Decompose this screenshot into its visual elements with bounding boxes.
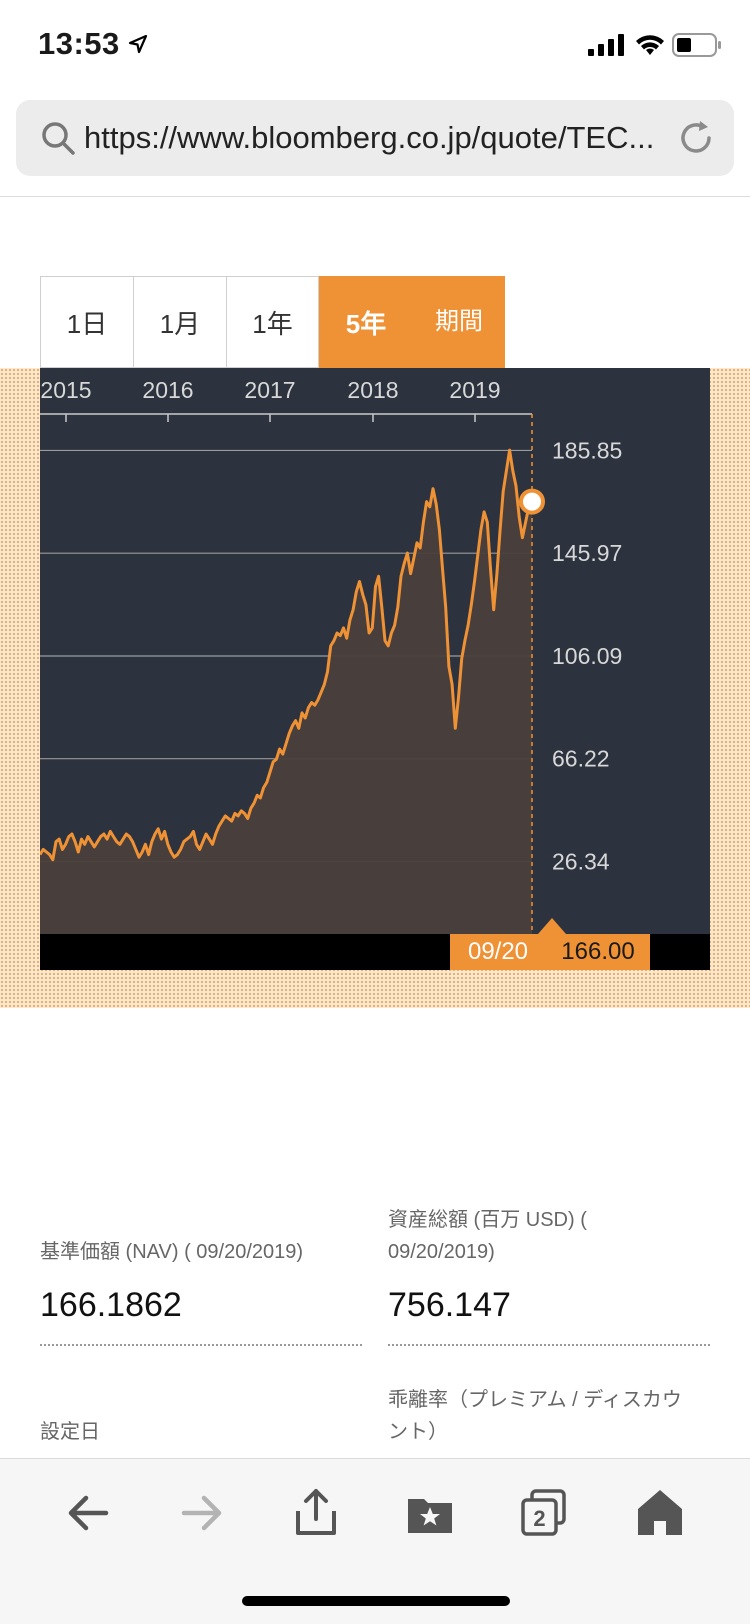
x-tick-label: 2015 <box>40 377 91 403</box>
address-bar[interactable]: https://www.bloomberg.co.jp/quote/TEC... <box>16 100 734 176</box>
assets-label-line2: 09/20/2019) <box>388 1241 495 1263</box>
x-tick-label: 2016 <box>142 377 193 403</box>
cursor-badge: 09/20 166.00 <box>450 934 650 970</box>
status-bar: 13:53 <box>0 0 750 92</box>
y-tick-label: 106.09 <box>552 643 622 669</box>
assets-rule <box>388 1344 710 1346</box>
tab-5-years[interactable]: 5年 <box>319 276 412 379</box>
home-icon[interactable] <box>634 1487 686 1539</box>
premium-label-line1: 乖離率（プレミアム / ディスカウ <box>388 1389 682 1411</box>
x-tick-label: 2018 <box>347 377 398 403</box>
inception-stat: 設定日 <box>40 1416 362 1448</box>
tab-count: 2 <box>533 1506 546 1531</box>
assets-value: 756.147 <box>388 1286 511 1324</box>
tab-1-month[interactable]: 1月 <box>133 276 226 368</box>
series-line <box>40 448 534 862</box>
assets-label-line1: 資産総額 (百万 USD) ( <box>388 1209 587 1231</box>
price-chart[interactable]: 2015 2016 2017 2018 2019 185.85 145.97 106.09 66… <box>40 368 710 968</box>
status-time: 13:53 <box>38 26 120 61</box>
wifi-icon <box>636 35 664 55</box>
battery-icon <box>672 33 721 57</box>
price-chart-svg: 2015 2016 2017 2018 2019 185.85 145.97 106.09 66… <box>40 377 622 934</box>
cursor-value: 166.00 <box>561 938 635 965</box>
tab-1-day[interactable]: 1日 <box>40 276 133 368</box>
reload-icon[interactable] <box>676 118 716 158</box>
nav-stat: 基準価額 (NAV) ( 09/20/2019) 166.1862 <box>40 1236 362 1325</box>
premium-label-line2: ント） <box>388 1421 448 1443</box>
period-tabs: 1日 1月 1年 5年 期間 <box>40 276 505 379</box>
home-indicator <box>242 1596 510 1606</box>
tabs-icon[interactable]: 2 <box>518 1487 570 1539</box>
tab-custom-period[interactable]: 期間 <box>412 276 505 368</box>
cursor-date: 09/20 <box>467 938 529 965</box>
y-tick-label: 145.97 <box>552 540 622 566</box>
x-tick-label: 2017 <box>244 377 295 403</box>
x-tick-label: 2019 <box>449 377 500 403</box>
nav-value: 166.1862 <box>40 1286 182 1324</box>
cursor-arrow <box>538 918 566 934</box>
cellular-signal-icon <box>588 34 624 56</box>
inception-label: 設定日 <box>40 1421 100 1443</box>
share-icon[interactable] <box>290 1487 342 1539</box>
search-icon <box>42 122 75 155</box>
tabs-outline-icon <box>521 1489 566 1536</box>
y-tick-label: 26.34 <box>552 848 610 874</box>
back-arrow-icon[interactable] <box>62 1487 114 1539</box>
premium-stat: 乖離率（プレミアム / ディスカウ ント） <box>388 1384 710 1448</box>
bookmarks-icon[interactable] <box>404 1487 456 1539</box>
nav-label: 基準価額 (NAV) ( 09/20/2019) <box>40 1241 304 1263</box>
y-tick-label: 66.22 <box>552 746 610 772</box>
cursor-marker <box>519 488 545 515</box>
url-text[interactable]: https://www.bloomberg.co.jp/quote/TEC... <box>84 120 655 155</box>
url-divider <box>0 196 750 197</box>
tab-5-years-label: 5年 <box>345 308 387 339</box>
nav-rule <box>40 1344 362 1346</box>
forward-arrow-icon[interactable] <box>176 1487 228 1539</box>
tab-1-year[interactable]: 1年 <box>226 276 319 368</box>
assets-stat: 資産総額 (百万 USD) ( 09/20/2019) 756.147 <box>388 1204 710 1325</box>
y-tick-label: 185.85 <box>552 437 622 463</box>
location-arrow-icon <box>128 34 148 54</box>
